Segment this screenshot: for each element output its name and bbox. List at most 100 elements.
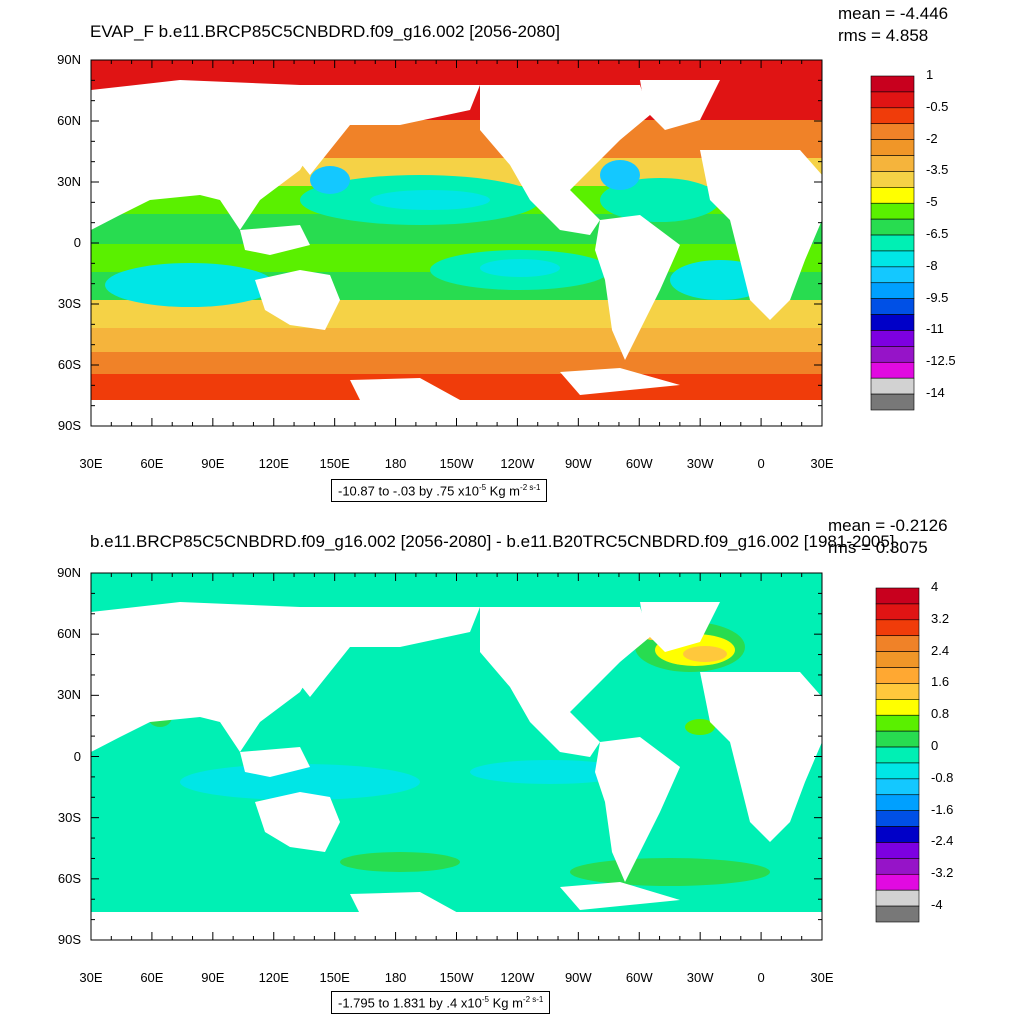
difference-map-plot <box>90 572 920 941</box>
longitude-label: 150W <box>439 970 474 985</box>
colorbar-label: -0.8 <box>931 769 954 785</box>
latitude-label: 30S <box>57 296 81 311</box>
colorbar-swatch <box>875 635 920 652</box>
longitude-label: 30W <box>686 970 714 985</box>
colorbar-label: -1.6 <box>931 801 954 817</box>
axis-ticks <box>90 572 823 941</box>
latitude-label: 60N <box>57 626 81 642</box>
colorbar-swatch <box>875 762 920 780</box>
colorbar-swatch <box>875 603 920 621</box>
colorbar-label: -4 <box>931 897 943 913</box>
colorbar-label: 4 <box>931 579 939 594</box>
longitude-label: 30W <box>686 456 714 471</box>
longitude-label: 150E <box>319 456 350 471</box>
latitude-label: 60S <box>57 870 81 886</box>
latitude-label: 30S <box>57 809 81 825</box>
colorbar-swatch <box>870 361 915 379</box>
contour-range-box: -10.87 to -.03 by .75 x10-5 Kg m-2 s-1 <box>331 479 548 503</box>
colorbar-label: -3.2 <box>931 865 954 881</box>
longitude-label: 60W <box>625 456 653 471</box>
longitude-label: 150W <box>439 456 474 471</box>
colorbar-label: -2.4 <box>931 833 954 849</box>
map-title: b.e11.BRCP85C5CNBDRD.f09_g16.002 [2056-2… <box>90 532 895 551</box>
rms-value: rms = 4.858 <box>838 26 929 45</box>
longitude-label: 120W <box>500 456 535 471</box>
longitude-label: 30E <box>79 456 103 471</box>
colorbar <box>870 75 915 411</box>
colorbar-swatch <box>875 873 920 891</box>
colorbar-label: 0.8 <box>931 706 950 722</box>
colorbar-swatch <box>875 826 920 843</box>
longitude-label: 90E <box>201 970 225 985</box>
colorbar-swatch <box>875 858 920 875</box>
colorbar-label: 2.4 <box>931 642 950 658</box>
colorbar-label: -14 <box>926 385 945 401</box>
latitude-label: 90S <box>57 932 81 947</box>
colorbar-label: -11 <box>926 321 944 337</box>
colorbar-swatch <box>875 651 920 668</box>
colorbar-swatch <box>870 218 915 236</box>
longitude-label: 90W <box>564 456 592 471</box>
colorbar-swatch <box>875 667 920 684</box>
longitude-label: 150E <box>319 970 350 985</box>
difference-map-panel: b.e11.BRCP85C5CNBDRD.f09_g16.002 [2056-2… <box>0 512 1024 1024</box>
colorbar-swatch <box>870 75 915 93</box>
colorbar-swatch <box>870 187 915 204</box>
colorbar-label: -3.5 <box>926 162 949 178</box>
colorbar-swatch <box>870 346 915 363</box>
colorbar-swatch <box>870 282 915 299</box>
evap-map-panel: EVAP_F b.e11.BRCP85C5CNBDRD.f09_g16.002 … <box>57 4 956 503</box>
colorbar-swatch <box>875 842 920 859</box>
latitude-label: 0 <box>73 748 81 764</box>
colorbar-swatch <box>875 794 920 811</box>
colorbar-label: -6.5 <box>926 226 949 242</box>
colorbar <box>875 587 920 923</box>
colorbar-label: 0 <box>931 738 939 754</box>
colorbar-swatch <box>875 810 920 827</box>
longitude-label: 30E <box>810 970 834 985</box>
mean-value: mean = -4.446 <box>838 4 949 23</box>
longitude-label: 60E <box>140 456 164 471</box>
latitude-label: 30N <box>57 174 81 189</box>
colorbar-swatch <box>875 699 920 716</box>
colorbar-label: 1 <box>926 67 934 82</box>
latitude-label: 0 <box>73 235 81 250</box>
latitude-label: 90N <box>57 52 81 67</box>
latitude-label: 60N <box>57 113 81 128</box>
colorbar-swatch <box>870 393 915 411</box>
rms-value: rms = 0.3075 <box>828 538 928 557</box>
colorbar-swatch <box>875 619 920 637</box>
colorbar-label: -8 <box>926 257 938 273</box>
longitude-label: 60W <box>625 970 653 985</box>
longitude-label: 0 <box>757 970 765 985</box>
colorbar-swatch <box>870 330 915 347</box>
latitude-label: 90S <box>57 418 81 433</box>
colorbar-swatch <box>875 730 920 748</box>
colorbar-label: -12.5 <box>926 353 956 369</box>
longitude-label: 90E <box>201 456 225 471</box>
mean-value: mean = -0.2126 <box>828 516 948 535</box>
colorbar-swatch <box>870 266 915 284</box>
colorbar-label: -9.5 <box>926 289 949 305</box>
longitude-label: 0 <box>757 456 765 471</box>
longitude-label: 180 <box>384 970 407 985</box>
latitude-label: 90N <box>57 565 81 580</box>
longitude-label: 120W <box>500 970 535 985</box>
colorbar-swatch <box>875 587 920 605</box>
colorbar-label: -5 <box>926 194 938 210</box>
colorbar-swatch <box>870 377 915 395</box>
colorbar-label: -2 <box>926 130 938 146</box>
colorbar-label: 1.6 <box>931 674 950 690</box>
latitude-label: 30N <box>57 687 81 703</box>
colorbar-swatch <box>875 778 920 796</box>
colorbar-swatch <box>870 91 915 109</box>
colorbar-swatch <box>875 889 920 907</box>
colorbar-swatch <box>870 123 915 140</box>
longitude-label: 120E <box>258 456 289 471</box>
longitude-label: 60E <box>140 970 164 985</box>
evap-map-plot <box>90 59 915 427</box>
map-title: EVAP_F b.e11.BRCP85C5CNBDRD.f09_g16.002 … <box>90 22 560 41</box>
latitude-label: 60S <box>57 357 81 372</box>
longitude-label: 90W <box>564 970 592 985</box>
longitude-label: 120E <box>258 970 289 985</box>
